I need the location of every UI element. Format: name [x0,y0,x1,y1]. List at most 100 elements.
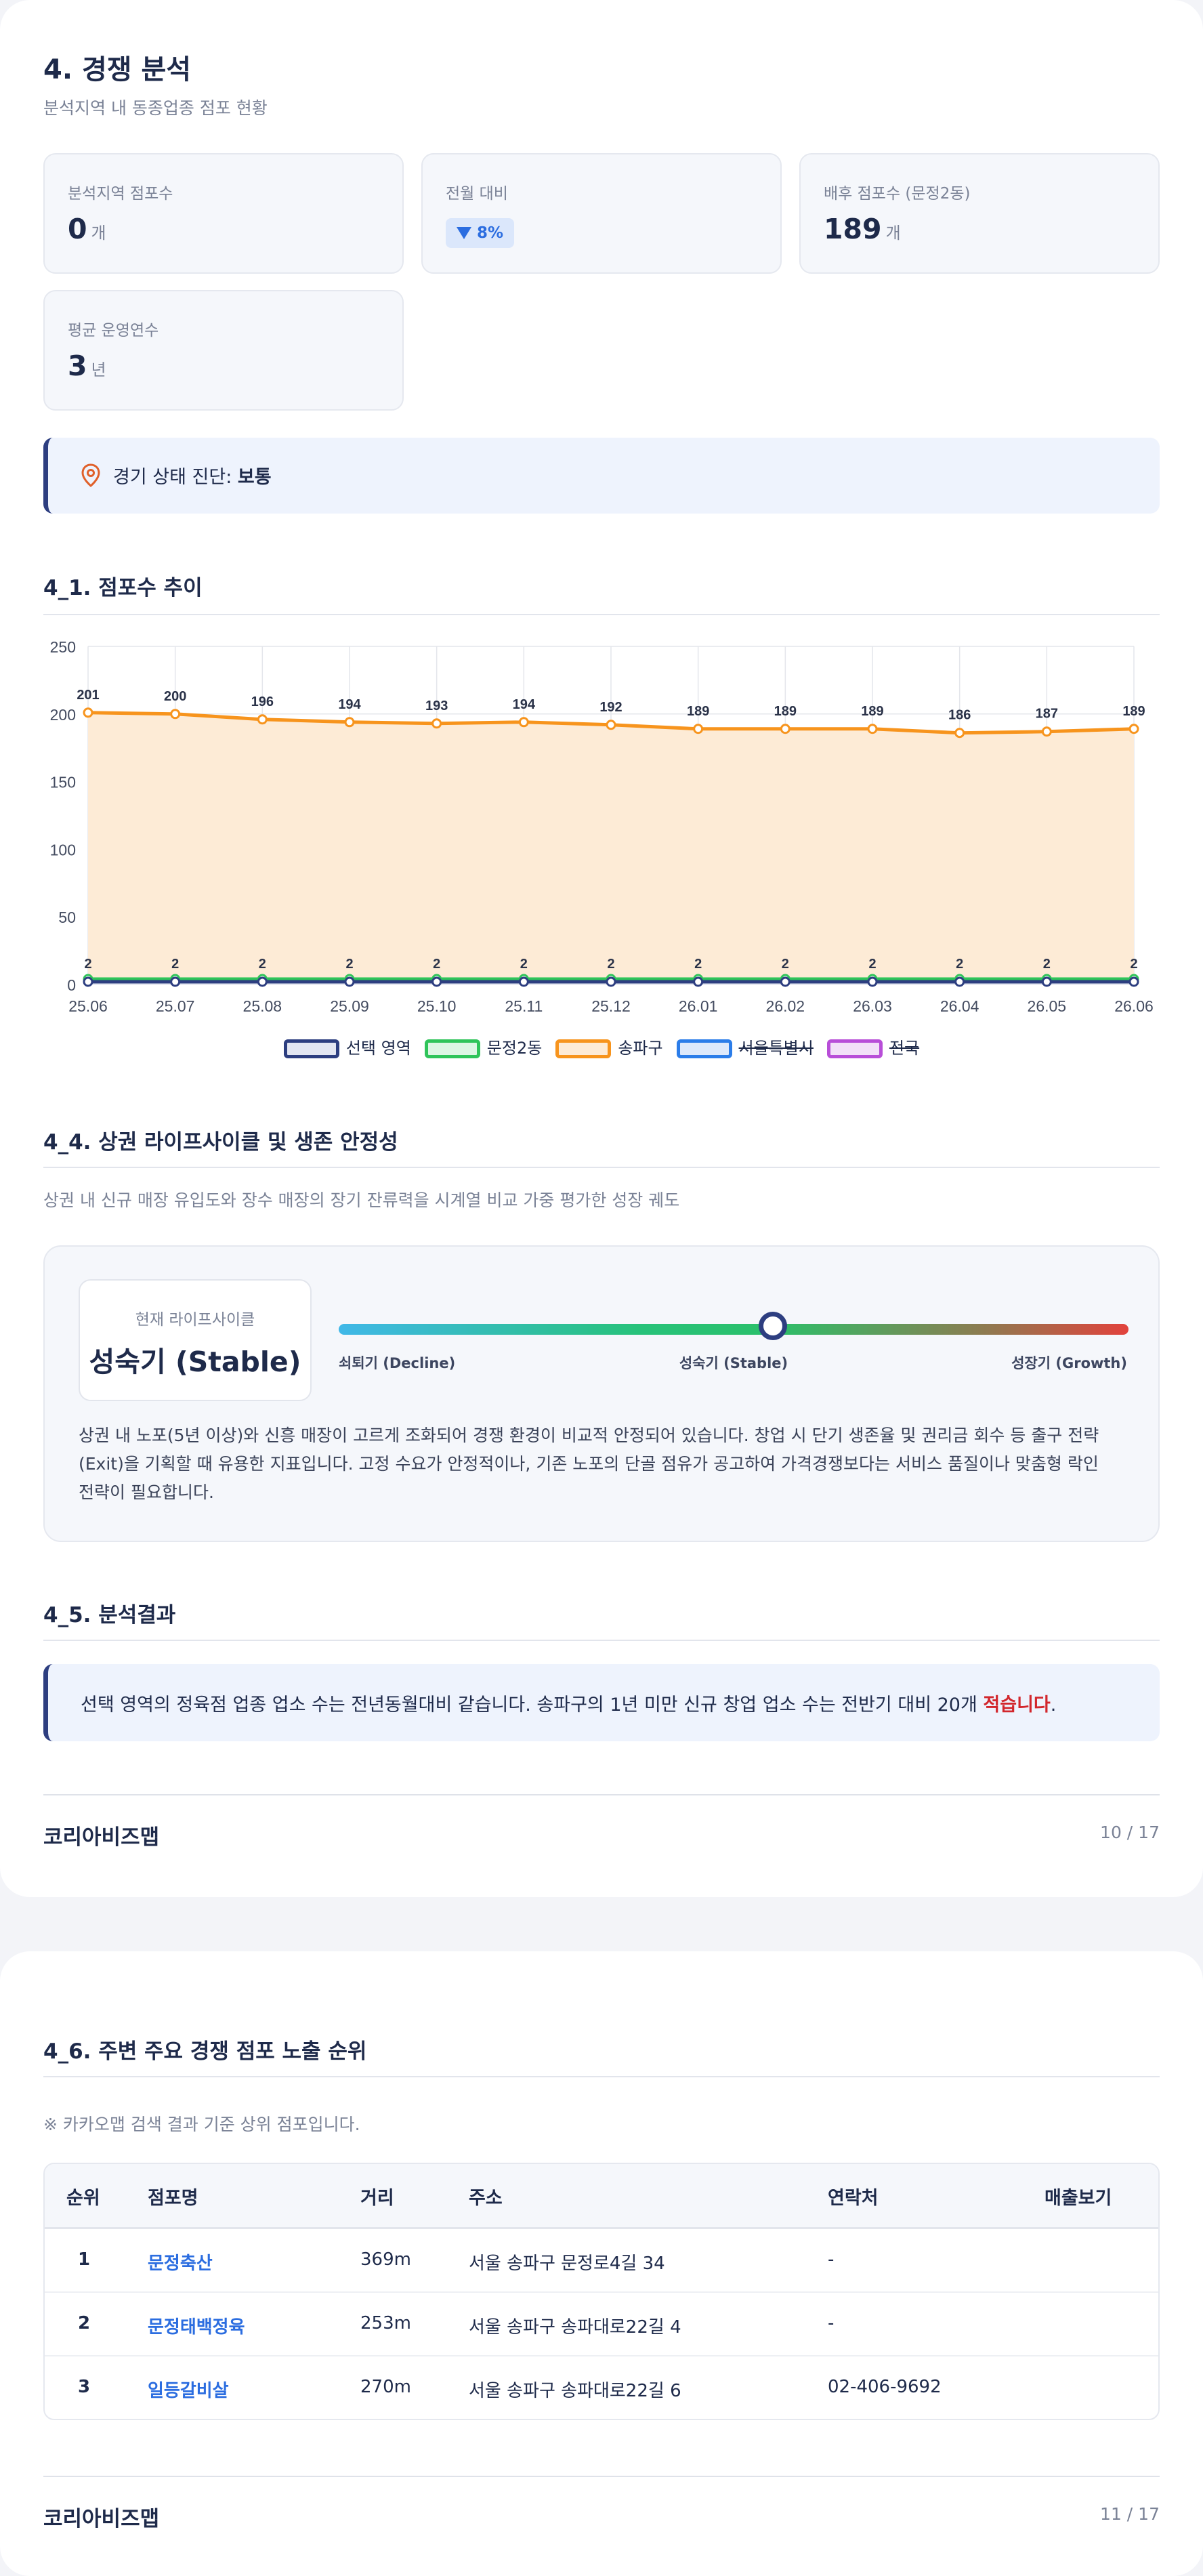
data-label: 2 [868,957,876,972]
data-point [1128,976,1139,987]
result-box: 선택 영역의 정육점 업종 업소 수는 전년동월대비 같습니다. 송파구의 1년… [43,1664,1160,1741]
data-label: 2 [520,957,528,972]
data-point [693,724,704,734]
trend-title: 4_1. 점포수 추이 [43,576,203,600]
section-title: 4. 경쟁 분석 [43,54,192,85]
data-label: 200 [164,689,186,704]
legend-item[interactable]: 선택 영역 [283,1035,411,1058]
lifecycle-gradient-bar [339,1324,1128,1335]
data-label: 193 [425,699,448,713]
data-point [83,707,93,718]
data-label: 2 [433,957,440,972]
row-distance: 369m [360,2249,411,2270]
legend-swatch [283,1039,339,1058]
row-phone: - [828,2249,835,2270]
footer-divider [43,2476,1160,2477]
chart-legend: 선택 영역 문정2동 송파구 서울특별시 전국 [0,1035,1203,1058]
lifecycle-title: 4_4. 상권 라이프사이클 및 생존 안정성 [43,1130,398,1155]
stage-stable: 성숙기 (Stable) [679,1355,788,1371]
divider [43,614,1160,615]
y-tick-label: 150 [50,774,76,791]
down-arrow-icon [457,227,471,239]
change-badge: 8% [446,218,515,248]
row-phone: - [828,2313,835,2333]
diagnosis-text: 경기 상태 진단: 보통 [113,467,272,488]
data-label: 2 [259,957,266,972]
data-label: 2 [607,957,614,972]
stat-card-month-change: 전월 대비 8% [421,153,782,274]
row-address: 서울 송파구 문정로4길 34 [469,2253,665,2274]
data-label: 194 [513,697,536,712]
divider [43,1640,1160,1641]
x-tick-label: 25.12 [591,997,631,1015]
ranking-title: 4_6. 주변 주요 경쟁 점포 노출 순위 [43,2039,367,2064]
current-lifecycle-label: 현재 라이프사이클 [135,1311,255,1329]
y-tick-label: 200 [50,706,76,724]
store-name-link[interactable]: 문정태백정육 [148,2317,245,2338]
data-label: 189 [861,704,883,719]
legend-item[interactable]: 송파구 [555,1035,663,1058]
legend-item[interactable]: 서울특별시 [676,1035,814,1058]
data-point [1128,724,1139,734]
data-point [1041,976,1052,987]
table-row: 2 문정태백정육 253m 서울 송파구 송파대로22길 4 - [45,2293,1158,2356]
result-text: 선택 영역의 정육점 업종 업소 수는 전년동월대비 같습니다. 송파구의 1년… [81,1695,1057,1716]
data-point [867,976,878,987]
header-distance: 거리 [360,2188,394,2209]
result-title: 4_5. 분석결과 [43,1603,176,1627]
row-address: 서울 송파구 송파대로22길 4 [469,2317,681,2338]
legend-item[interactable]: 문정2동 [424,1035,543,1058]
data-point [954,976,965,987]
row-address: 서울 송파구 송파대로22길 6 [469,2381,681,2401]
x-tick-label: 26.02 [766,997,805,1015]
data-label: 2 [171,957,179,972]
footer-divider [43,1794,1160,1795]
legend-label: 문정2동 [486,1039,543,1058]
diagnosis-box: 경기 상태 진단: 보통 [43,438,1160,514]
x-tick-label: 25.07 [156,997,195,1015]
data-point [780,724,790,734]
legend-label: 전국 [889,1039,920,1058]
footer-brand: 코리아비즈맵 [43,2507,160,2531]
data-point [518,976,529,987]
competitor-table: 순위 점포명 거리 주소 연락처 매출보기 1 문정축산 369m 서울 송파구… [43,2163,1160,2420]
report-page-11: 4_6. 주변 주요 경쟁 점포 노출 순위 ※ 카카오맵 검색 결과 기준 상… [0,1951,1203,2576]
data-point [606,720,616,730]
data-label: 189 [1122,704,1145,719]
header-address: 주소 [469,2188,503,2209]
row-rank: 2 [77,2313,91,2333]
x-tick-label: 26.04 [940,997,979,1015]
lifecycle-position-marker [759,1312,788,1340]
stage-decline: 쇠퇴기 (Decline) [339,1355,456,1371]
data-label: 186 [948,708,971,723]
series-area [88,712,1134,984]
header-rank: 순위 [66,2188,100,2209]
stat-label: 분석지역 점포수 [68,185,173,203]
location-pin-icon [81,463,100,487]
data-label: 201 [77,688,99,703]
data-label: 2 [345,957,353,972]
store-name-link[interactable]: 문정축산 [148,2253,213,2274]
x-tick-label: 26.06 [1114,997,1154,1015]
footer-brand: 코리아비즈맵 [43,1825,160,1850]
lifecycle-panel: 현재 라이프사이클 성숙기 (Stable) 쇠퇴기 (Decline) 성숙기… [43,1245,1160,1542]
data-point [344,717,355,728]
data-label: 189 [774,704,797,719]
lifecycle-description: 상권 내 노포(5년 이상)와 신흥 매장이 고르게 조화되어 경쟁 환경이 비… [79,1426,1099,1502]
lifecycle-subtitle: 상권 내 신규 매장 유입도와 장수 매장의 장기 잔류력을 시계열 비교 가중… [43,1190,680,1210]
header-sales: 매출보기 [1044,2188,1112,2209]
x-tick-label: 25.06 [68,997,108,1015]
data-label: 2 [694,957,702,972]
table-header: 순위 점포명 거리 주소 연락처 매출보기 [45,2164,1158,2229]
stage-growth: 성장기 (Growth) [1011,1355,1127,1371]
legend-label: 송파구 [618,1039,663,1058]
header-name: 점포명 [148,2188,198,2209]
data-point [170,976,181,987]
data-point [431,718,442,729]
store-name-link[interactable]: 일등갈비살 [148,2381,229,2401]
legend-item[interactable]: 전국 [826,1035,920,1058]
page-number: 11 / 17 [1100,2504,1160,2524]
